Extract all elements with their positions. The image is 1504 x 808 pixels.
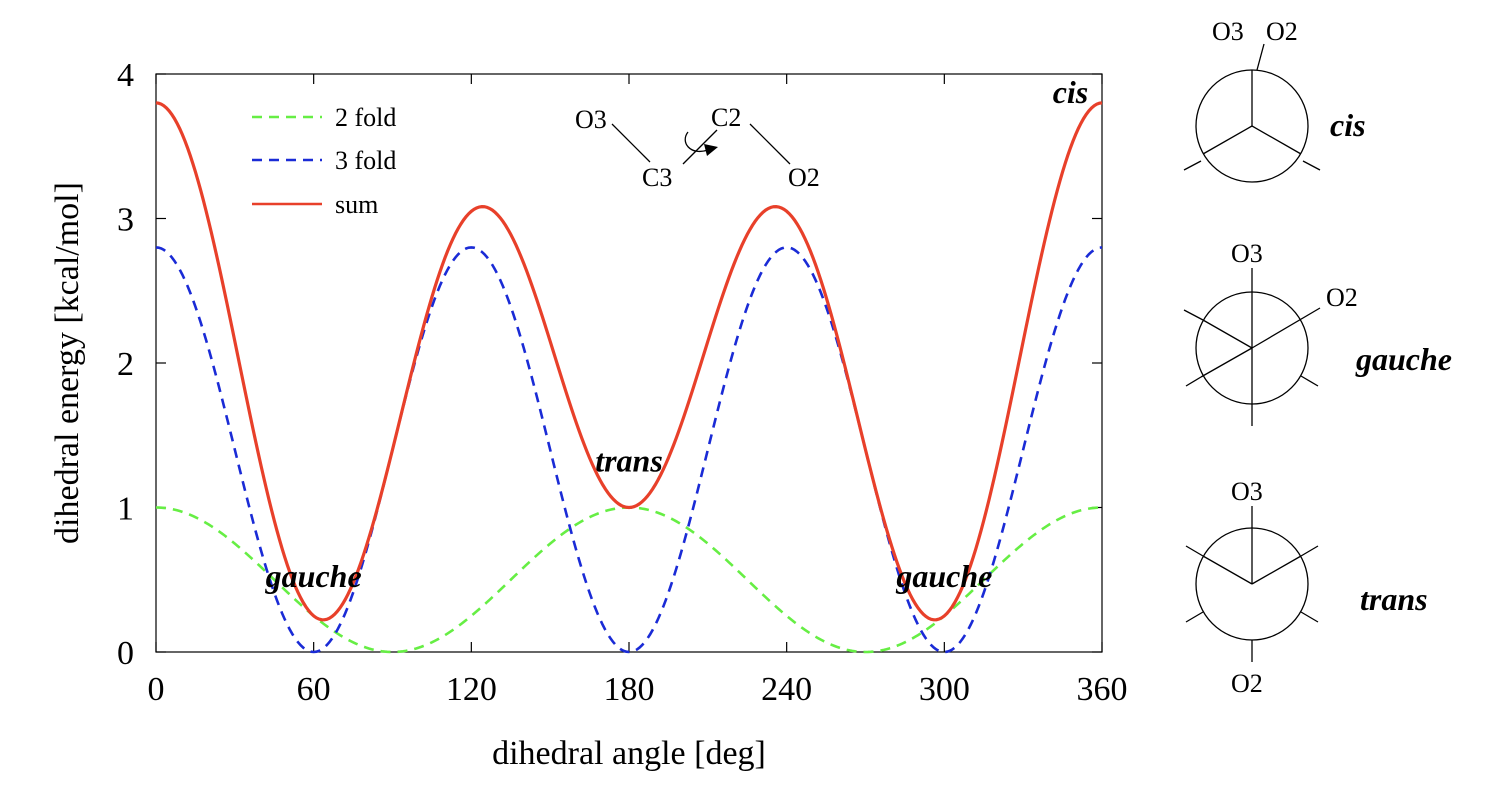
newman-label-trans-o2: O2	[1231, 669, 1263, 698]
molecule-sketch: O3 C3 C2 O2	[575, 103, 820, 192]
series-line-3-fold	[155, 246, 1103, 654]
bond-o3-c3	[611, 123, 651, 163]
series-line-sum	[155, 101, 1103, 622]
newman-front-bond-gauche-2	[1200, 347, 1253, 378]
newman-label-cis-o2: O2	[1266, 17, 1298, 46]
atom-c2: C2	[711, 103, 741, 132]
y-tick-label: 0	[117, 635, 134, 672]
series-lines	[155, 101, 1103, 654]
newman-label-cis-o3: O3	[1212, 17, 1244, 46]
annotation-gauche: gauche	[895, 558, 992, 594]
annotation-trans: trans	[595, 442, 663, 478]
bond-c2-o2	[749, 123, 791, 165]
rotation-arrowhead-icon	[704, 144, 718, 156]
newman-back-bond-trans-4	[1185, 611, 1204, 623]
x-tick-label: 300	[919, 671, 970, 708]
newman-front-bond-cis-2	[1202, 125, 1253, 155]
newman-label-gauche-o2: O2	[1326, 283, 1358, 312]
newman-back-bond-trans-2	[1185, 545, 1204, 557]
axis-ticks: 0 60 120 180 240 300 360 0 1 2 3 4	[117, 57, 1128, 708]
x-tick-label: 240	[761, 671, 812, 708]
x-tick-label: 120	[446, 671, 497, 708]
newman-back-bond-trans-3	[1300, 545, 1319, 557]
newman-front-bond-trans-3	[1251, 555, 1302, 585]
conformer-annotations: cis gauche trans gauche	[265, 74, 1089, 594]
y-tick-label: 1	[117, 491, 134, 528]
newman-back-bond-gauche-5	[1183, 309, 1204, 321]
y-tick-label: 2	[117, 346, 134, 383]
legend-label-3-fold: 3 fold	[335, 146, 396, 175]
x-axis-label: dihedral angle [deg]	[492, 735, 766, 772]
legend-label-2-fold: 2 fold	[335, 103, 396, 132]
newman-back-bond-cis-1	[1256, 43, 1265, 71]
y-tick-label: 3	[117, 202, 134, 239]
y-axis-label: dihedral energy [kcal/mol]	[49, 182, 86, 544]
newman-title-gauche: gauche	[1355, 341, 1452, 377]
newman-back-bond-gauche-3	[1300, 375, 1319, 387]
newman-title-trans: trans	[1360, 581, 1428, 617]
newman-front-bond-gauche-3	[1251, 307, 1321, 349]
newman-title-cis: cis	[1330, 107, 1366, 143]
newman-back-bond-gauche-2	[1202, 319, 1253, 349]
atom-o2: O2	[788, 163, 820, 192]
newman-back-bond-cis-2	[1183, 160, 1202, 171]
newman-back-bond-gauche-6	[1185, 376, 1202, 387]
x-tick-label: 180	[604, 671, 655, 708]
rotation-arrow-icon	[684, 131, 709, 153]
y-tick-label: 4	[117, 57, 134, 94]
x-tick-label: 60	[297, 671, 331, 708]
newman-label-trans-o3: O3	[1231, 477, 1263, 506]
newman-projection-trans: O3 O2 trans	[1185, 477, 1428, 698]
newman-projection-cis: O3 O2 cis	[1183, 17, 1366, 183]
x-tick-label: 360	[1077, 671, 1128, 708]
newman-projection-gauche: O3 O2 gauche	[1183, 239, 1452, 426]
newman-back-bond-cis-3	[1302, 160, 1321, 171]
atom-o3: O3	[575, 105, 607, 134]
annotation-gauche: gauche	[265, 558, 362, 594]
legend: 2 fold 3 fold sum	[252, 103, 396, 219]
legend-label-sum: sum	[335, 190, 378, 219]
newman-back-bond-trans-5	[1300, 611, 1319, 623]
atom-c3: C3	[642, 163, 672, 192]
x-tick-label: 0	[148, 671, 165, 708]
newman-front-bond-trans-2	[1202, 555, 1253, 585]
newman-front-bond-cis-3	[1251, 125, 1302, 155]
annotation-cis: cis	[1053, 74, 1089, 110]
bond-c3-c2	[682, 129, 718, 165]
newman-label-gauche-o3: O3	[1231, 239, 1263, 268]
